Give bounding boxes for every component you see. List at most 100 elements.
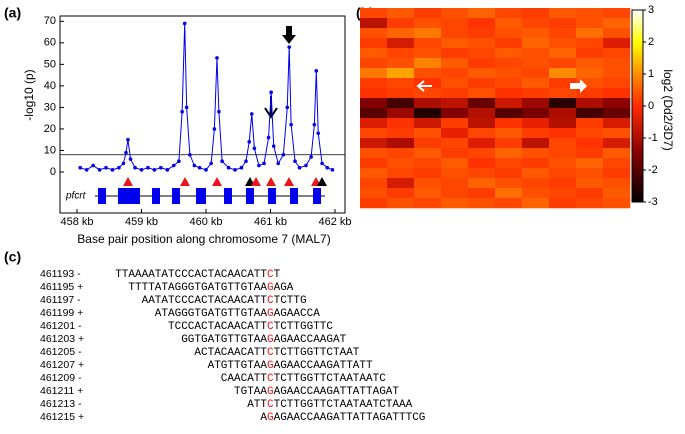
heatmap-cell — [549, 38, 577, 49]
heatmap-cell — [549, 188, 577, 199]
data-point — [247, 140, 252, 144]
colorbar-step — [632, 115, 643, 120]
y-tick-label: 50 — [44, 58, 56, 70]
data-point — [309, 155, 313, 159]
sequence-highlight: G — [267, 412, 274, 424]
heatmap-cell — [360, 58, 388, 69]
sequence-part: CAACATT — [221, 373, 268, 385]
colorbar-step — [632, 13, 643, 17]
x-axis-label: Base pair position along chromosome 7 (M… — [77, 232, 330, 246]
heatmap-cell — [441, 118, 469, 129]
heatmap-cell — [549, 158, 577, 169]
heatmap-cell — [441, 68, 469, 79]
sequence-part: AGAACCAAGATTATT — [274, 360, 373, 372]
heatmap-cell — [522, 38, 550, 49]
plot-frame — [59, 15, 346, 214]
heatmap-cell — [441, 28, 469, 39]
heatmap-cell — [549, 78, 577, 89]
heatmap-cell — [441, 98, 469, 109]
sequence: ATTCTCTTGGTTCTAATAATCTAAA — [247, 399, 412, 411]
heatmap-cell — [441, 78, 469, 89]
heatmap-cell — [495, 128, 523, 139]
heatmap-cell — [603, 168, 631, 179]
heatmap-cell — [360, 108, 388, 119]
heatmap-cell — [414, 68, 442, 79]
heatmap-cell — [549, 48, 577, 59]
data-point — [252, 146, 257, 151]
heatmap-cell — [360, 68, 388, 79]
heatmap-cell — [468, 38, 496, 49]
data-point — [289, 122, 293, 127]
heatmap-cell — [387, 128, 415, 139]
heatmap-cell — [468, 98, 496, 109]
heatmap-cell — [360, 168, 388, 179]
panel-label: (a) — [4, 5, 21, 21]
colorbar-step — [632, 83, 643, 88]
colorbar-label: log2 (Dd2/3D7) — [661, 69, 675, 150]
data-point — [126, 137, 130, 142]
heatmap-cell — [387, 188, 415, 199]
heatmap-cell — [495, 148, 523, 159]
heatmap-cell — [495, 38, 523, 49]
heatmap-cell — [522, 58, 550, 69]
data-point — [159, 165, 163, 170]
sequence-position: 461215 + — [40, 411, 84, 423]
data-point — [293, 159, 297, 164]
heatmap-cell — [441, 58, 469, 69]
data-line — [80, 23, 333, 171]
sequence-position: 461209 - — [40, 372, 82, 384]
sequence-part: TCTTGGTTCTAATAATCTAAA — [274, 399, 413, 411]
colorbar-step — [632, 198, 643, 203]
heatmap-cell — [576, 148, 604, 159]
colorbar-step — [632, 128, 643, 132]
heatmap-cell — [603, 88, 631, 99]
sequence-part: ATT — [247, 399, 267, 411]
sequence-highlight: G — [267, 334, 274, 346]
heatmap-cell — [495, 28, 523, 39]
heatmap-cell — [495, 18, 523, 29]
heatmap-cell — [387, 28, 415, 39]
heatmap-cell — [441, 18, 469, 29]
colorbar-step — [632, 118, 643, 123]
colorbar-tick-label: -3 — [648, 196, 658, 208]
heatmap-cell — [495, 98, 523, 109]
heatmap-cell — [387, 168, 415, 179]
colorbar-step — [632, 19, 643, 24]
data-point — [226, 165, 231, 170]
gene-track — [95, 177, 327, 204]
heatmap-cell — [549, 88, 577, 99]
sequence-position: 461195 + — [40, 281, 83, 293]
data-point — [320, 161, 324, 166]
colorbar-step — [632, 45, 643, 49]
heatmap-cell — [549, 198, 577, 209]
heatmap-cell — [468, 128, 496, 139]
heatmap-arrows — [416, 79, 587, 93]
heatmap-cell — [414, 118, 442, 129]
data-point — [84, 168, 89, 172]
heatmap-cell — [468, 168, 496, 179]
colorbar-step — [632, 67, 643, 72]
data-point — [184, 105, 189, 110]
colorbar-tick-label: 3 — [648, 4, 654, 16]
heatmap-cell — [576, 178, 604, 189]
heatmap-cell — [360, 138, 388, 149]
heatmap-cell — [414, 188, 442, 199]
heatmap-cell — [468, 78, 496, 89]
gene-label: pfcrt — [65, 191, 87, 202]
colorbar-step — [632, 22, 643, 27]
colorbar-tick-label: 0 — [648, 100, 654, 112]
colorbar-step — [632, 163, 643, 168]
colorbar-tick-label: 1 — [648, 68, 654, 80]
heatmap-cell — [360, 198, 388, 209]
heatmap-cell — [468, 158, 496, 169]
y-tick-label: 10 — [44, 144, 56, 156]
heatmap-cell — [603, 188, 631, 199]
colorbar-step — [632, 90, 643, 94]
heatmap-cell — [522, 148, 550, 159]
heatmap-cell — [414, 168, 442, 179]
data-point — [325, 165, 330, 170]
heatmap-cell — [522, 18, 550, 29]
heatmap-cell — [360, 188, 388, 199]
heatmap-cell — [603, 138, 631, 149]
snp-markers — [123, 177, 327, 186]
